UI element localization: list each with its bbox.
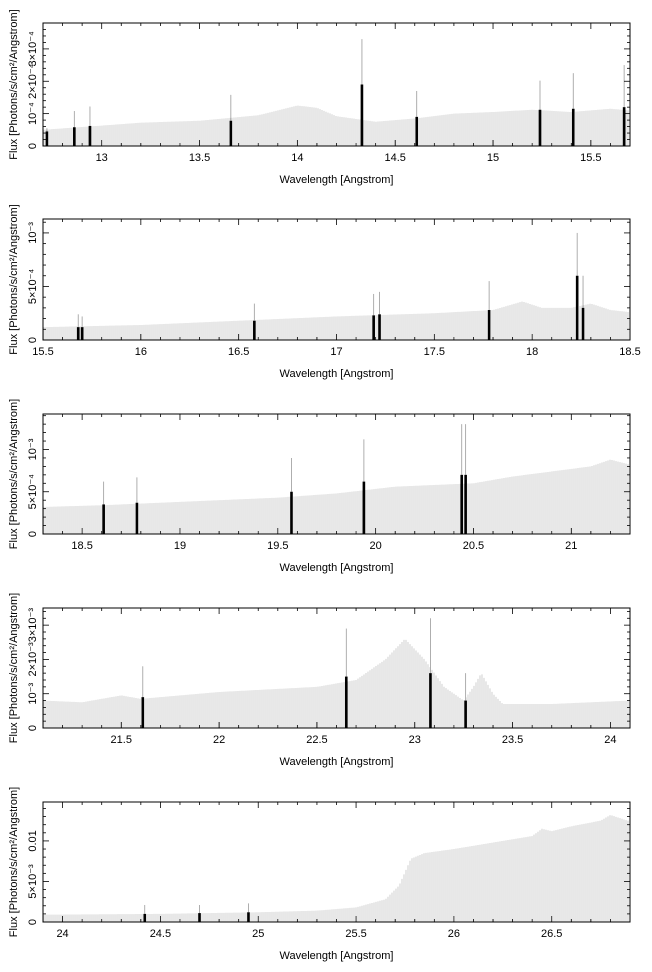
x-axis-label: Wavelength [Angstrom] — [280, 368, 394, 380]
y-tick-label: 2×10⁻³ — [27, 642, 39, 677]
y-tick-label: 0 — [27, 337, 39, 343]
line-bar — [575, 275, 579, 340]
y-tick-label: 3×10⁻⁴ — [27, 31, 39, 67]
x-tick-label: 24 — [604, 734, 616, 746]
line-bar — [247, 912, 250, 922]
x-tick-label: 26.5 — [541, 928, 562, 940]
continuum-bins — [43, 105, 629, 146]
line-bar — [360, 84, 364, 146]
line-bar — [538, 109, 542, 146]
x-tick-label: 26 — [448, 928, 460, 940]
x-tick-label: 19.5 — [267, 540, 288, 552]
x-axis-label: Wavelength [Angstrom] — [280, 174, 394, 186]
y-tick-label: 0 — [27, 919, 39, 925]
line-bar — [135, 502, 139, 534]
x-tick-label: 19 — [174, 540, 186, 552]
x-tick-label: 25.5 — [345, 928, 366, 940]
x-tick-label: 23 — [409, 734, 421, 746]
line-bar — [362, 481, 366, 534]
x-tick-label: 21 — [565, 540, 577, 552]
x-tick-label: 20.5 — [463, 540, 484, 552]
y-tick-label: 0.01 — [27, 830, 39, 851]
line-bar — [464, 700, 467, 728]
x-tick-label: 14 — [291, 152, 303, 164]
spectrum-panel-3: 18.5 19 19.5 20 20.5 21 0 5×10⁻⁴ 10⁻³ Wavelength … — [8, 399, 631, 574]
x-tick-label: 23.5 — [502, 734, 523, 746]
x-axis-label: Wavelength [Angstrom] — [280, 756, 394, 768]
x-axis-label: Wavelength [Angstrom] — [280, 562, 394, 574]
x-tick-label: 18.5 — [71, 540, 92, 552]
x-tick-label: 14.5 — [384, 152, 405, 164]
line-bar — [460, 474, 464, 534]
x-tick-label: 13 — [96, 152, 108, 164]
x-tick-label: 22.5 — [306, 734, 327, 746]
y-axis-label: Flux [Photons/s/cm²/Angstrom] — [8, 787, 20, 937]
x-tick-label: 15.5 — [32, 346, 53, 358]
y-tick-label: 5×10⁻⁴ — [27, 269, 39, 305]
y-tick-label: 10⁻⁴ — [27, 102, 39, 125]
y-tick-label: 5×10⁻⁴ — [27, 474, 39, 510]
x-tick-label: 15.5 — [580, 152, 601, 164]
x-tick-label: 20 — [370, 540, 382, 552]
x-tick-label: 24 — [56, 928, 68, 940]
continuum-bins — [43, 459, 629, 534]
line-bar — [143, 913, 147, 922]
line-bar — [45, 131, 49, 146]
spectrum-panel-4: 21.5 22 22.5 23 23.5 24 0 10⁻³ 2×10⁻³3×10⁻³ Wavel… — [8, 593, 631, 768]
y-axis-label: Flux [Photons/s/cm²/Angstrom] — [8, 593, 20, 743]
y-tick-label: 10⁻³ — [27, 438, 39, 460]
x-tick-label: 21.5 — [111, 734, 132, 746]
spectrum-panel-5: 24 24.5 25 25.5 26 26.5 0 5×10⁻³ 0.01 Wavelength … — [8, 787, 631, 962]
y-tick-label: 10⁻³ — [27, 683, 39, 705]
x-tick-label: 16.5 — [228, 346, 249, 358]
y-tick-label: 0 — [27, 725, 39, 731]
line-bar — [88, 125, 92, 146]
continuum-bins — [43, 815, 629, 922]
x-tick-label: 15 — [487, 152, 499, 164]
continuum-bins — [43, 639, 629, 728]
y-tick-label: 5×10⁻³ — [27, 864, 39, 899]
x-tick-label: 18.5 — [619, 346, 640, 358]
line-bar — [415, 116, 419, 146]
x-tick-label: 17.5 — [424, 346, 445, 358]
line-bar — [378, 314, 381, 340]
line-bar — [464, 474, 467, 534]
y-tick-label: 2×10⁻⁴ — [27, 63, 39, 99]
line-bar — [229, 120, 233, 146]
x-tick-label: 16 — [135, 346, 147, 358]
line-bar — [429, 673, 432, 728]
line-bar — [141, 697, 145, 728]
line-bar — [198, 913, 201, 922]
line-bar — [622, 107, 626, 146]
x-tick-label: 22 — [213, 734, 225, 746]
y-axis-label: Flux [Photons/s/cm²/Angstrom] — [8, 9, 20, 159]
line-bar — [73, 127, 76, 146]
y-tick-label: 0 — [27, 531, 39, 537]
y-tick-label: 3×10⁻³ — [27, 608, 39, 643]
y-axis-label: Flux [Photons/s/cm²/Angstrom] — [8, 399, 20, 549]
x-tick-label: 17 — [330, 346, 342, 358]
line-bar — [253, 320, 256, 340]
x-tick-label: 25 — [252, 928, 264, 940]
y-tick-label: 10⁻³ — [27, 222, 39, 244]
y-tick-label: 0 — [27, 143, 39, 149]
x-tick-label: 13.5 — [189, 152, 210, 164]
line-bar — [102, 504, 105, 534]
line-bar — [290, 491, 293, 534]
spectrum-panel-1: 13 13.5 14 14.5 15 15.5 0 10⁻⁴ 2×10⁻⁴3×10⁻⁴ Wavel… — [8, 9, 631, 186]
x-tick-label: 18 — [526, 346, 538, 358]
continuum-bins — [43, 301, 629, 340]
spectrum-panel-2: 15.5 16 16.5 17 17.5 18 18.5 0 5×10⁻⁴ 10⁻³ Wavelen… — [8, 204, 641, 380]
line-bar — [80, 327, 84, 340]
y-axis-label: Flux [Photons/s/cm²/Angstrom] — [8, 204, 20, 354]
line-bar — [487, 310, 491, 340]
line-bar — [372, 315, 375, 340]
line-bar — [76, 327, 80, 340]
x-axis-label: Wavelength [Angstrom] — [280, 950, 394, 962]
line-bar — [581, 307, 585, 340]
line-bar — [344, 676, 348, 728]
line-bar — [571, 108, 575, 146]
x-tick-label: 24.5 — [150, 928, 171, 940]
